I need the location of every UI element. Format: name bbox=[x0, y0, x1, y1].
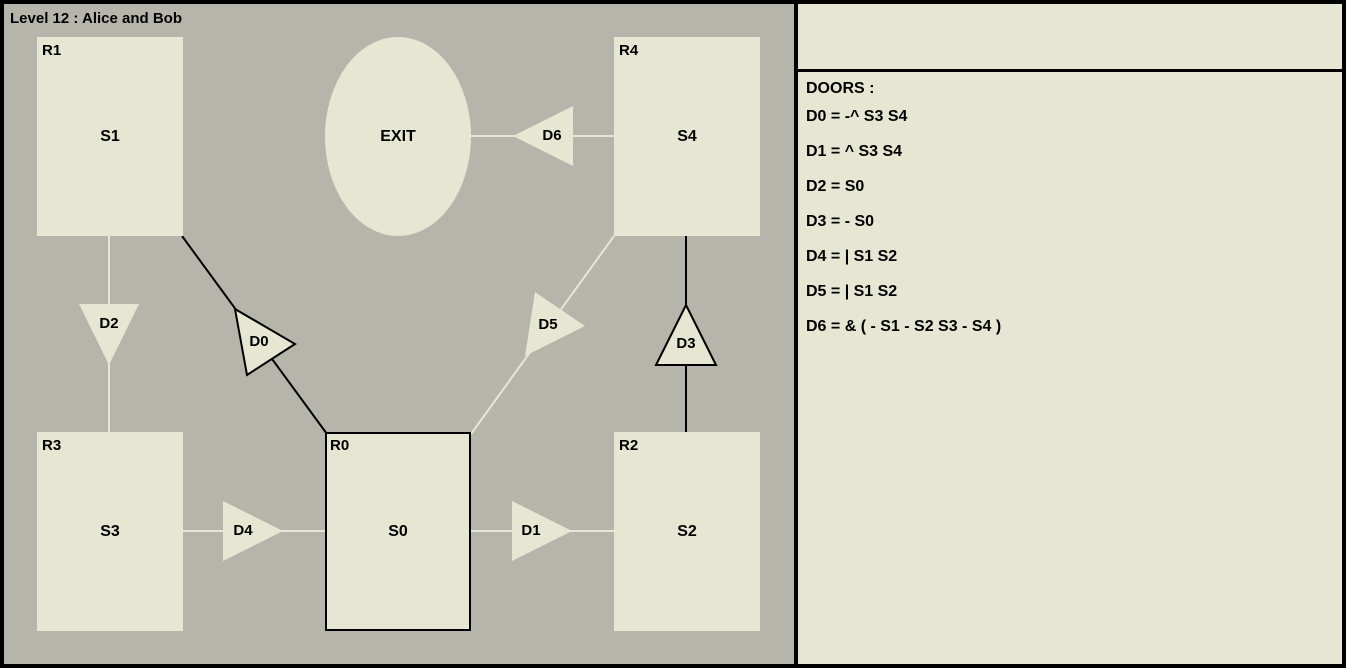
room-label: R3 bbox=[42, 437, 62, 454]
room-switch[interactable]: S0 bbox=[388, 522, 408, 540]
doors-panel: DOORS : D0 = -^ S3 S4 D1 = ^ S3 S4 D2 = … bbox=[798, 72, 1342, 664]
door-rule: D1 = ^ S3 S4 bbox=[806, 143, 903, 160]
room-label: R1 bbox=[42, 42, 62, 59]
door-label-d1: D1 bbox=[521, 522, 541, 539]
room-switch[interactable]: S1 bbox=[100, 127, 120, 145]
door-label-d6: D6 bbox=[542, 127, 562, 144]
room-r2[interactable]: R2 S2 bbox=[614, 432, 760, 631]
door-label-d0: D0 bbox=[249, 333, 269, 350]
info-panel bbox=[798, 4, 1342, 69]
room-r3[interactable]: R3 S3 bbox=[37, 432, 183, 631]
room-switch[interactable]: S2 bbox=[677, 522, 697, 540]
door-rule: D4 = | S1 S2 bbox=[806, 248, 898, 265]
door-d1[interactable] bbox=[512, 501, 572, 561]
level-title: Level 12 : Alice and Bob bbox=[10, 10, 182, 27]
door-d4[interactable] bbox=[223, 501, 283, 561]
door-rule: D0 = -^ S3 S4 bbox=[806, 108, 908, 125]
door-connections bbox=[79, 106, 718, 561]
room-r1[interactable]: R1 S1 bbox=[37, 37, 183, 236]
room-r4[interactable]: R4 S4 bbox=[614, 37, 760, 236]
door-rule: D5 = | S1 S2 bbox=[806, 283, 898, 300]
exit-room[interactable]: EXIT bbox=[325, 37, 471, 236]
room-label: R2 bbox=[619, 437, 639, 454]
door-rule: D3 = - S0 bbox=[806, 213, 875, 230]
door-d5[interactable] bbox=[525, 292, 585, 356]
room-switch[interactable]: S3 bbox=[100, 522, 120, 540]
exit-label: EXIT bbox=[380, 127, 416, 145]
door-label-d2: D2 bbox=[99, 315, 119, 332]
game-board: Level 12 : Alice and Bob EXIT R1 S1 R4 S… bbox=[4, 4, 794, 664]
door-d2[interactable] bbox=[79, 304, 139, 365]
room-label: R0 bbox=[330, 437, 350, 454]
room-label: R4 bbox=[619, 42, 639, 59]
room-r0-current[interactable]: R0 S0 bbox=[325, 432, 471, 631]
door-label-d4: D4 bbox=[233, 522, 253, 539]
room-switch[interactable]: S4 bbox=[677, 127, 697, 145]
door-rule: D2 = S0 bbox=[806, 178, 865, 195]
door-d6[interactable] bbox=[513, 106, 573, 166]
door-d3[interactable] bbox=[654, 302, 718, 366]
door-label-d5: D5 bbox=[538, 316, 558, 333]
door-rule-list: D0 = -^ S3 S4 D1 = ^ S3 S4 D2 = S0 D3 = … bbox=[806, 108, 1001, 353]
doors-heading: DOORS : bbox=[806, 80, 875, 97]
door-rule: D6 = & ( - S1 - S2 S3 - S4 ) bbox=[806, 318, 1002, 335]
door-label-d3: D3 bbox=[676, 335, 696, 352]
door-d0[interactable] bbox=[233, 307, 297, 377]
